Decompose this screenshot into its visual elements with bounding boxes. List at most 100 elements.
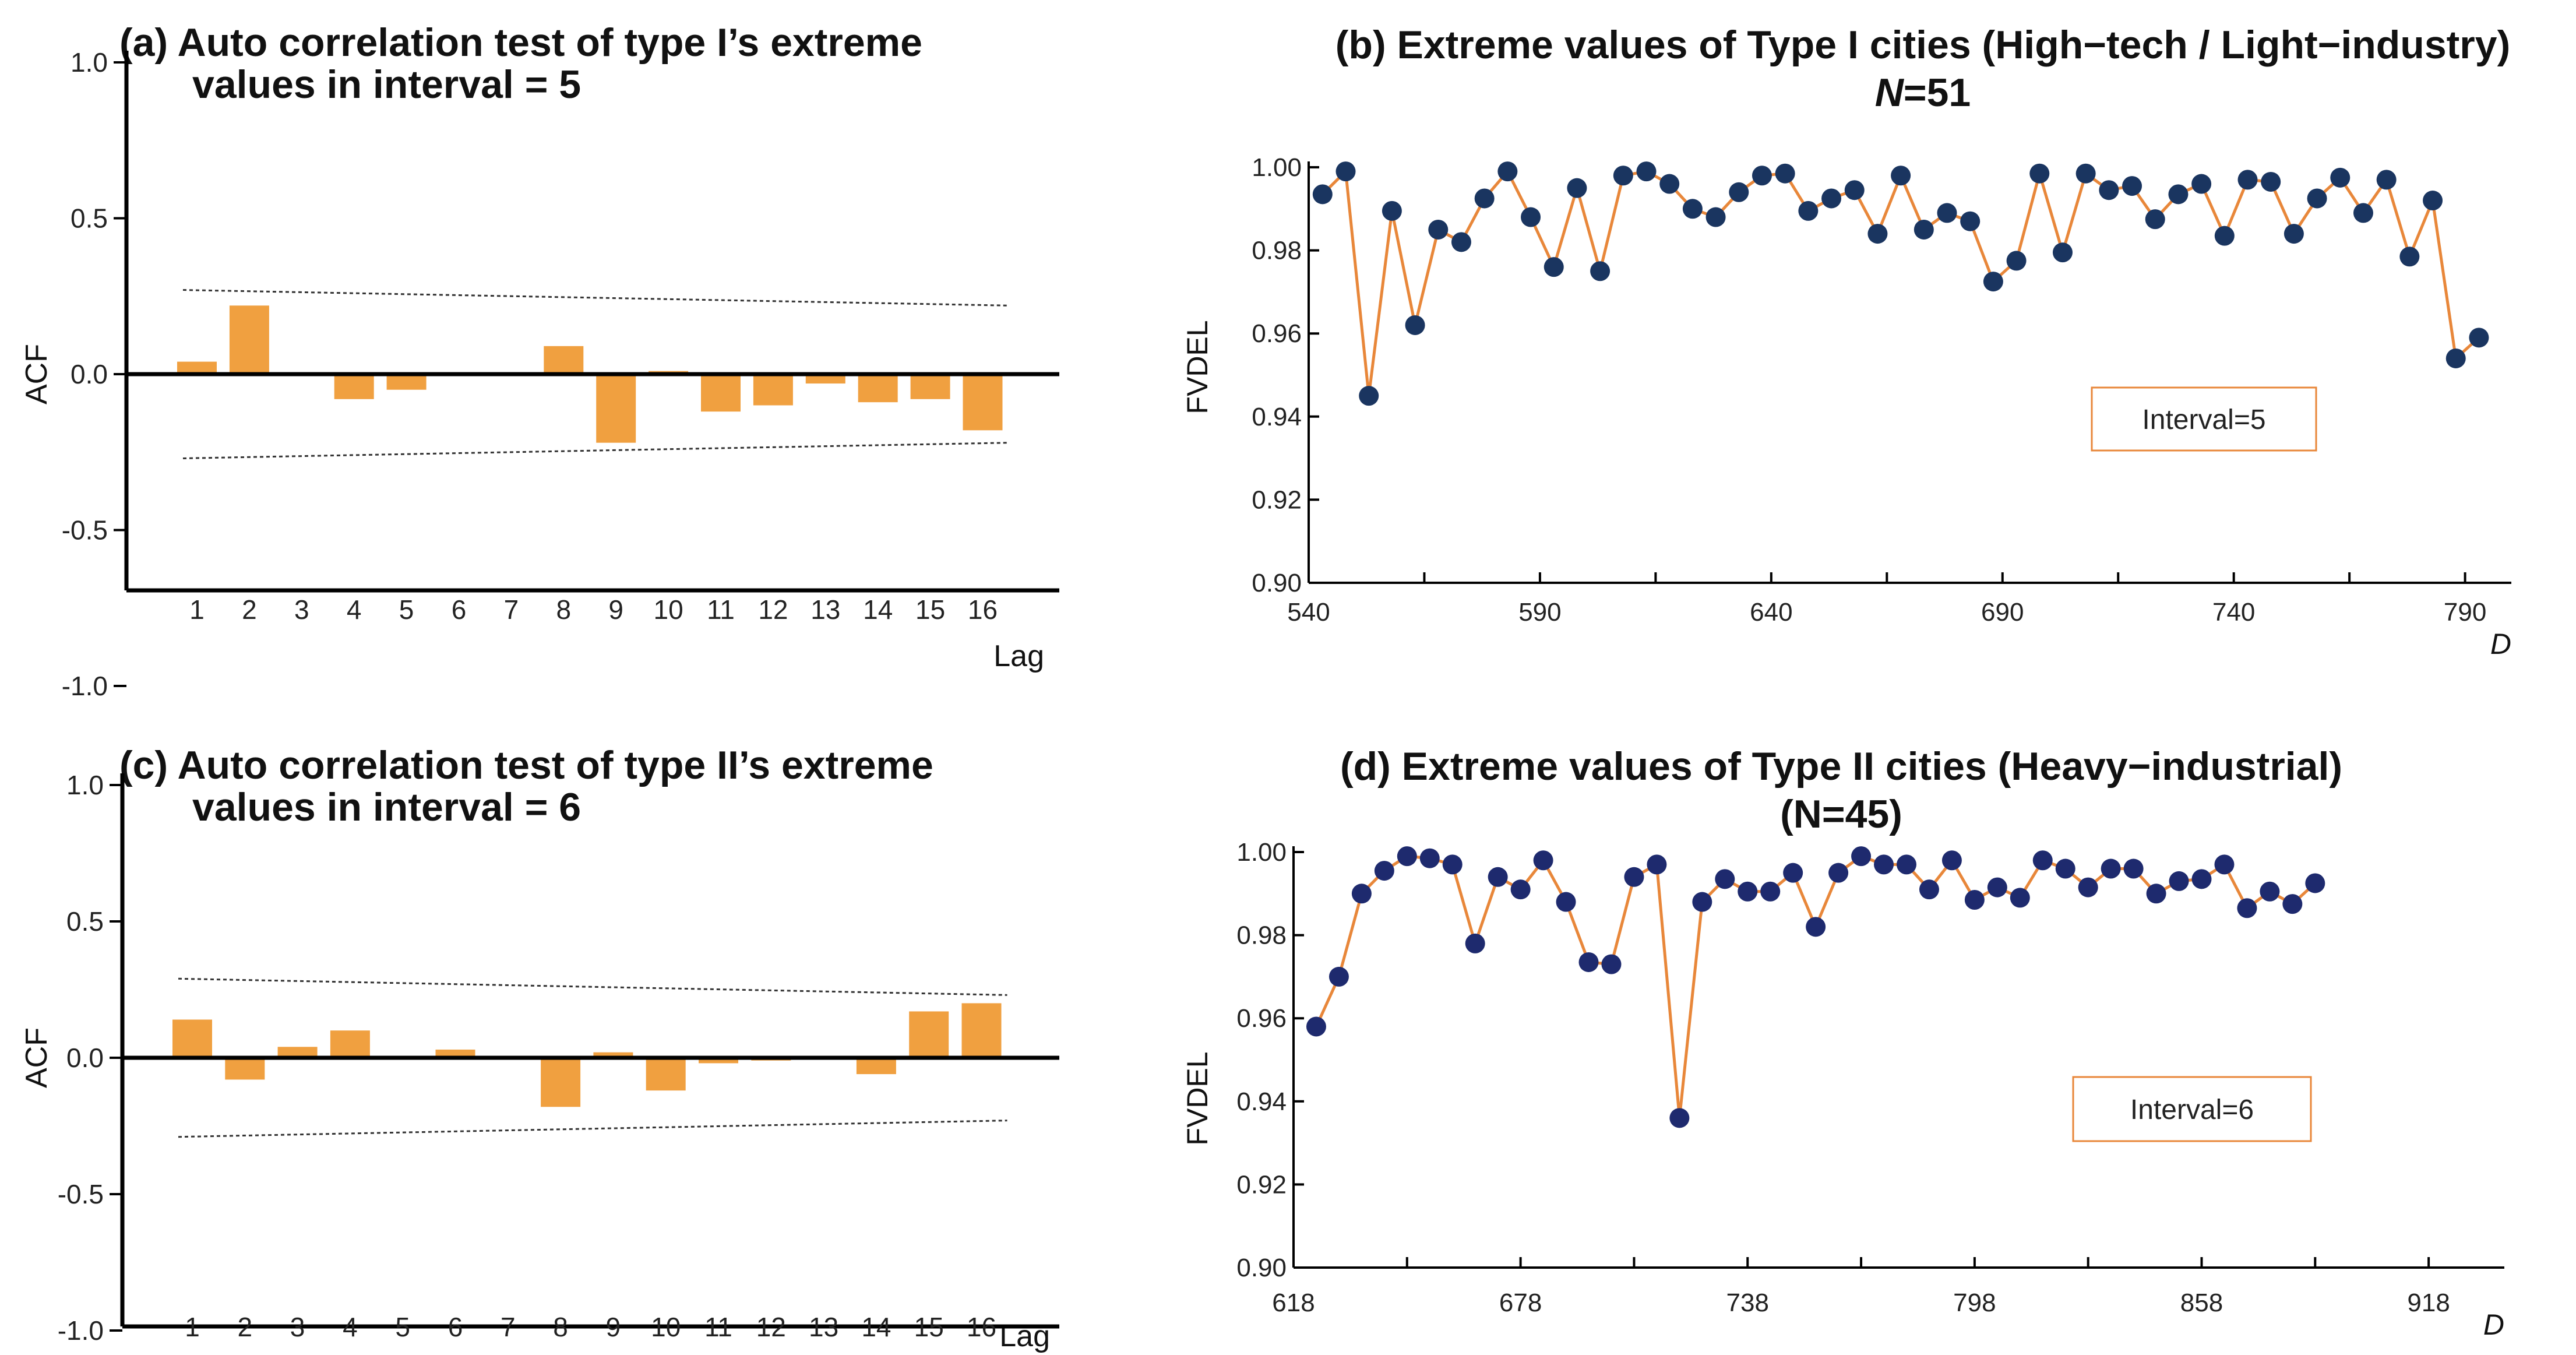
panel-b-data-point <box>2353 203 2373 223</box>
panel-d-data-point <box>2214 854 2235 875</box>
panel-d-data-point <box>1874 854 1894 875</box>
panel-a-x-tick-label: 6 <box>452 594 467 625</box>
panel-d-data-point <box>1510 879 1531 900</box>
panel-b-x-tick-label: 740 <box>2212 598 2255 627</box>
panel-a-bar-lag-2 <box>229 305 269 374</box>
panel-c-upper-confidence-band <box>178 977 1007 996</box>
panel-d-data-point <box>2191 869 2212 889</box>
panel-d-data-point <box>1715 869 1735 889</box>
panel-d-data-point <box>2055 858 2075 879</box>
panel-c-bar-lag-16 <box>961 1003 1002 1058</box>
panel-d-data-point <box>1556 892 1576 912</box>
panel-b-data-point <box>1844 180 1865 200</box>
panel-b-data-point <box>2261 171 2281 192</box>
panel-c-y-axis-label: ACF <box>20 1027 54 1088</box>
panel-b-title-line1: (b) Extreme values of Type I cities (Hig… <box>1335 23 2510 67</box>
panel-c-bar-lag-2 <box>225 1058 265 1080</box>
panel-d-y-tick-label: 0.92 <box>1236 1170 1287 1199</box>
panel-d-data-point <box>1964 889 1985 910</box>
panel-b-data-point <box>2006 251 2027 271</box>
panel-b-y-tick-label: 0.96 <box>1252 319 1302 348</box>
panel-b-data-point <box>1405 315 1425 335</box>
panel-b-data-point <box>1335 161 1356 182</box>
panel-c-x-tick-label: 1 <box>185 1312 200 1342</box>
panel-d-data-point <box>1397 846 1417 867</box>
panel-c-y-tick-label: -0.5 <box>58 1179 104 1209</box>
panel-d-data-point <box>1442 854 1463 875</box>
panel-b-data-point <box>2423 191 2443 211</box>
panel-b-data-point <box>1544 257 1564 277</box>
panel-d-data-point <box>2305 873 2325 893</box>
panel-c-title-line2: values in interval = 6 <box>192 785 581 829</box>
panel-d-y-tick-label: 0.94 <box>1236 1087 1287 1116</box>
panel-b-data-point <box>1451 232 1471 252</box>
panel-a-y-tick-label: 0.0 <box>71 359 108 389</box>
panel-b-data-point <box>1590 261 1611 281</box>
panel-b-y-tick-label: 1.00 <box>1252 153 1302 182</box>
panel-c-y-tick-label: 0.5 <box>66 906 104 937</box>
panel-a-x-tick-label: 5 <box>399 594 414 625</box>
panel-a-x-tick-label: 12 <box>758 594 788 625</box>
panel-c-x-tick-label: 10 <box>651 1312 681 1342</box>
panel-b-data-point <box>1521 207 1541 227</box>
panel-b-data-point <box>1359 386 1379 406</box>
panel-a-y-tick-label: -1.0 <box>62 671 108 701</box>
panel-b-data-point <box>1382 200 1402 221</box>
panel-c-x-tick-label: 9 <box>606 1312 621 1342</box>
panel-b-data-point <box>1891 166 1911 186</box>
panel-d-data-point <box>1306 1016 1326 1037</box>
panel-c-x-tick-label: 11 <box>704 1312 732 1342</box>
panel-d-data-point <box>1851 846 1872 867</box>
panel-b-data-point <box>2307 188 2327 209</box>
panel-b-data-point <box>2099 180 2119 200</box>
panel-a-acf-chart: (a) Auto correlation test of type I’s ex… <box>20 20 1059 701</box>
panel-b-series-line <box>1322 168 2480 396</box>
panel-a-x-tick-label: 13 <box>810 594 840 625</box>
panel-a-x-tick-label: 16 <box>968 594 998 625</box>
panel-b-y-tick-label: 0.94 <box>1252 403 1302 431</box>
panel-c-x-tick-label: 16 <box>967 1312 996 1342</box>
panel-a-x-tick-label: 11 <box>707 594 735 625</box>
panel-a-lower-confidence-band <box>182 442 1009 459</box>
panel-d-data-point <box>1578 952 1599 972</box>
panel-c-x-tick-label: 12 <box>756 1312 786 1342</box>
panel-d-y-tick-label: 1.00 <box>1236 838 1287 867</box>
panel-c-bar-lag-6 <box>435 1049 475 1058</box>
panel-c-x-tick-label: 2 <box>238 1312 253 1342</box>
panel-b-data-point <box>2191 174 2212 194</box>
panel-b-data-point <box>1775 163 1795 184</box>
panel-b-line-chart: (b) Extreme values of Type I cities (Hig… <box>1181 23 2511 660</box>
panel-d-data-point <box>1533 850 1553 871</box>
panel-a-y-tick-label: 1.0 <box>71 47 108 78</box>
panel-b-y-axis-label: FVDEL <box>1181 320 1214 414</box>
panel-b-data-point <box>2168 184 2189 205</box>
panel-c-x-tick-label: 5 <box>395 1312 410 1342</box>
panel-d-data-point <box>1760 881 1781 902</box>
panel-b-data-point <box>1567 178 1587 198</box>
panel-a-x-tick-label: 7 <box>504 594 519 625</box>
panel-d-y-tick-label: 0.90 <box>1236 1254 1287 1282</box>
panel-b-data-point <box>2237 170 2258 190</box>
panel-d-title-line1: (d) Extreme values of Type II cities (He… <box>1340 744 2342 789</box>
panel-a-y-axis-label: ACF <box>20 344 54 404</box>
panel-b-data-point <box>1613 166 1633 186</box>
panel-c-acf-chart: (c) Auto correlation test of type II’s e… <box>20 743 1059 1353</box>
panel-c-lower-confidence-band <box>178 1120 1007 1138</box>
panel-d-annotation-text: Interval=6 <box>2130 1094 2254 1125</box>
panel-d-x-tick-label: 618 <box>1272 1289 1315 1317</box>
panel-b-data-point <box>1867 224 1888 244</box>
panel-d-data-point <box>2260 881 2280 902</box>
panel-c-bar-lag-11 <box>699 1058 738 1064</box>
panel-c-bar-lag-15 <box>909 1011 949 1058</box>
panel-d-x-tick-label: 918 <box>2407 1289 2450 1317</box>
panel-d-data-point <box>2123 858 2144 879</box>
panel-a-bar-lag-4 <box>334 374 374 399</box>
panel-c-title-line1: (c) Auto correlation test of type II’s e… <box>119 743 933 787</box>
panel-a-title-line1: (a) Auto correlation test of type I’s ex… <box>119 20 922 65</box>
panel-b-x-tick-label: 640 <box>1750 598 1792 627</box>
panel-d-data-point <box>1601 954 1622 974</box>
panel-a-bar-lag-15 <box>910 374 950 399</box>
panel-b-data-point <box>1960 211 1981 231</box>
panel-d-data-point <box>1465 933 1485 953</box>
panel-b-x-tick-label: 790 <box>2444 598 2486 627</box>
